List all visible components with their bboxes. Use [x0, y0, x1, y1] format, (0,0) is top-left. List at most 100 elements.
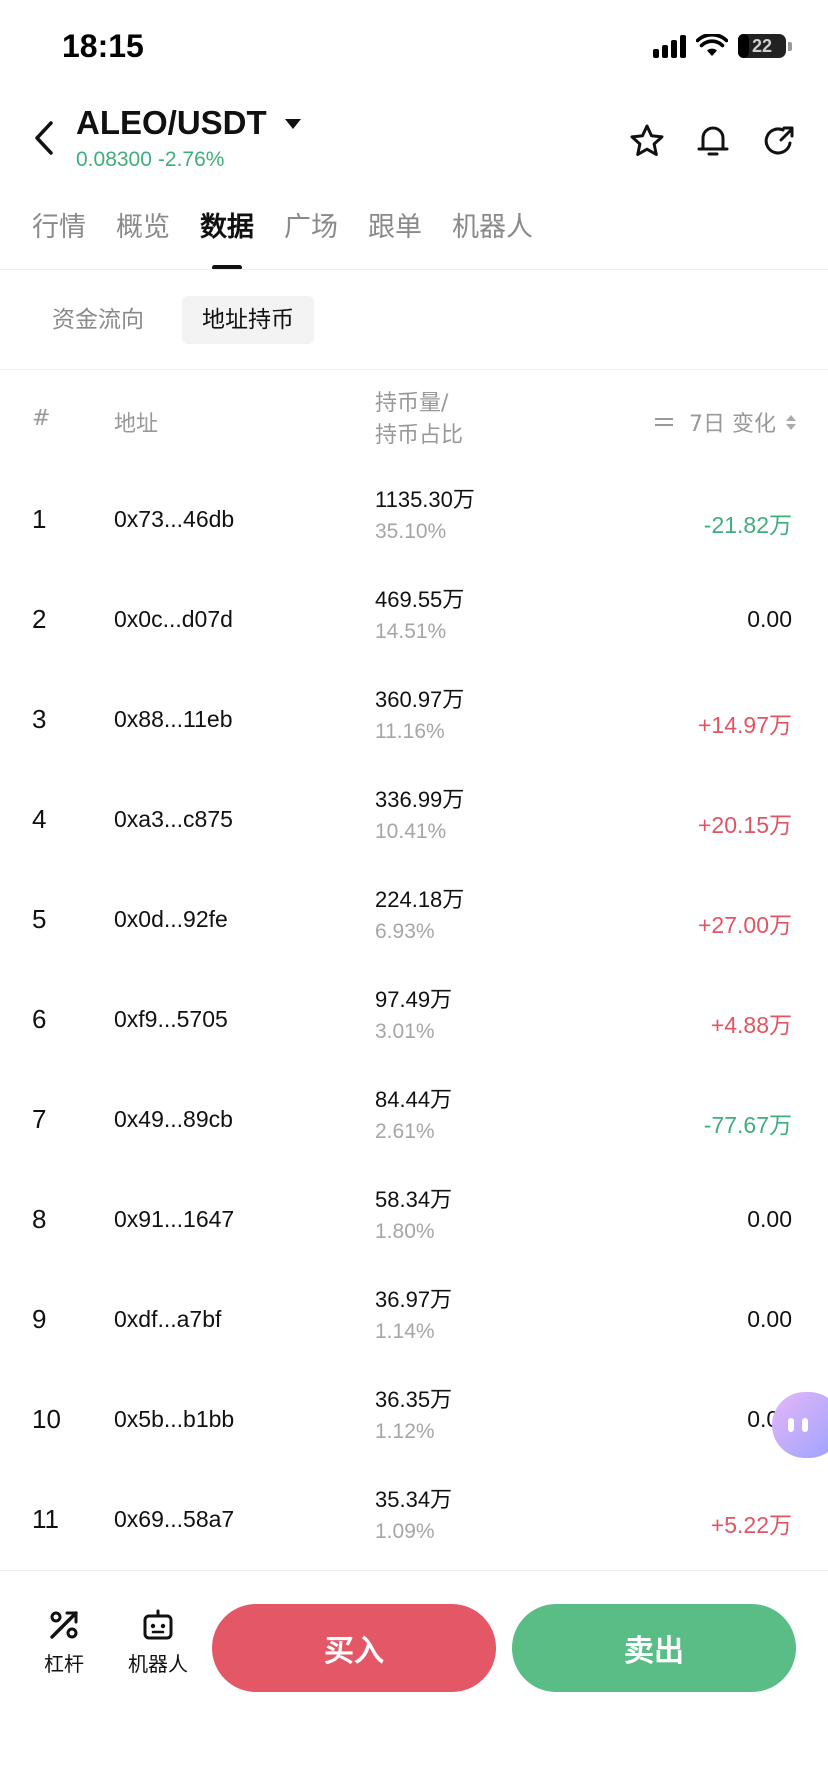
sub-tabs: 资金流向 地址持币 [32, 296, 314, 344]
robot-button[interactable]: 机器人 [128, 1608, 188, 1677]
cellular-signal-icon [653, 34, 686, 58]
table-row[interactable]: 4 0xa3...c875 336.99万 10.41% +20.15万 [0, 774, 828, 874]
share-icon [764, 126, 794, 155]
table-row[interactable]: 1 0x73...46db 1135.30万 35.10% -21.82万 [0, 474, 828, 574]
table-row[interactable]: 10 0x5b...b1bb 36.35万 1.12% 0.00 [0, 1374, 828, 1474]
row-address[interactable]: 0x0d...92fe [114, 906, 228, 932]
row-change: -21.82万 [703, 512, 792, 538]
row-rank: 4 [32, 804, 47, 834]
battery-icon: 22 [738, 34, 786, 58]
row-change: 0.00 [747, 606, 792, 632]
table-row[interactable]: 7 0x49...89cb 84.44万 2.61% -77.67万 [0, 1074, 828, 1174]
tab-bots[interactable]: 机器人 [452, 212, 533, 243]
holders-list: 1 0x73...46db 1135.30万 35.10% -21.82万 2 0x0c..… [0, 474, 828, 1574]
battery-fill [738, 34, 749, 58]
row-address[interactable]: 0x91...1647 [114, 1206, 235, 1232]
pair-name: ALEO/USDT [76, 104, 267, 141]
lever-icon [50, 1611, 78, 1639]
table-row[interactable]: 6 0xf9...5705 97.49万 3.01% +4.88万 [0, 974, 828, 1074]
row-address[interactable]: 0x0c...d07d [114, 606, 233, 632]
row-percent: 14.51% [375, 620, 447, 643]
pair-selector[interactable]: ALEO/USDT 0.08300 -2.76% [76, 104, 301, 172]
table-row[interactable]: 5 0x0d...92fe 224.18万 6.93% +27.00万 [0, 874, 828, 974]
row-percent: 10.41% [375, 820, 447, 843]
row-rank: 10 [32, 1404, 61, 1434]
column-change-sort[interactable]: 7日 变化 [655, 406, 796, 438]
row-amount: 1135.30万 [375, 487, 475, 512]
row-amount: 58.34万 [375, 1187, 453, 1212]
column-rank: # [32, 406, 51, 431]
divider [0, 369, 828, 370]
robot-label: 机器人 [128, 1652, 188, 1676]
tab-square[interactable]: 广场 [284, 212, 338, 243]
divider [0, 1570, 828, 1571]
back-button[interactable] [26, 118, 62, 158]
row-rank: 11 [32, 1504, 59, 1534]
main-tabs: 行情 概览 数据 广场 跟单 机器人 [32, 200, 533, 270]
row-amount: 224.18万 [375, 887, 465, 912]
tab-market[interactable]: 行情 [32, 212, 86, 243]
column-holdings: 持币量/ 持币占比 [375, 388, 463, 452]
row-address[interactable]: 0x5b...b1bb [114, 1406, 235, 1432]
pair-price: 0.08300 [76, 148, 152, 171]
header-actions [628, 122, 798, 160]
row-amount: 36.97万 [375, 1287, 453, 1312]
star-icon [630, 124, 664, 156]
row-amount: 469.55万 [375, 587, 465, 612]
tab-overview[interactable]: 概览 [116, 212, 170, 243]
share-button[interactable] [760, 122, 798, 160]
row-address[interactable]: 0x73...46db [114, 506, 235, 532]
assistant-button[interactable] [772, 1392, 828, 1458]
favorite-button[interactable] [628, 122, 666, 160]
row-percent: 1.09% [375, 1520, 435, 1543]
row-change: 0.00 [747, 1206, 792, 1232]
row-change: -77.67万 [703, 1112, 792, 1138]
row-change: 0.00 [747, 1306, 792, 1332]
bottom-action-bar: 杠杆 机器人 买入 卖出 [0, 1590, 828, 1692]
row-amount: 97.49万 [375, 987, 453, 1012]
subtab-fund-flow[interactable]: 资金流向 [52, 307, 144, 333]
row-percent: 35.10% [375, 520, 447, 543]
pair-header: ALEO/USDT 0.08300 -2.76% [0, 100, 828, 180]
row-amount: 84.44万 [375, 1087, 453, 1112]
row-percent: 2.61% [375, 1120, 435, 1143]
row-address[interactable]: 0x69...58a7 [114, 1506, 235, 1532]
buy-button[interactable]: 买入 [212, 1604, 496, 1692]
alert-button[interactable] [694, 122, 732, 160]
column-holdings-line2: 持币占比 [375, 423, 464, 448]
table-row[interactable]: 8 0x91...1647 58.34万 1.80% 0.00 [0, 1174, 828, 1274]
subtab-address-holdings[interactable]: 地址持币 [182, 296, 314, 344]
row-address[interactable]: 0xf9...5705 [114, 1006, 228, 1032]
row-percent: 1.14% [375, 1320, 435, 1343]
table-row[interactable]: 9 0xdf...a7bf 36.97万 1.14% 0.00 [0, 1274, 828, 1374]
row-percent: 3.01% [375, 1020, 435, 1043]
row-change: +20.15万 [698, 812, 792, 838]
swap-icon[interactable] [655, 418, 673, 426]
status-bar: 18:15 22 [0, 0, 828, 100]
table-row[interactable]: 3 0x88...11eb 360.97万 11.16% +14.97万 [0, 674, 828, 774]
row-address[interactable]: 0x88...11eb [114, 706, 233, 732]
table-header: # 地址 持币量/ 持币占比 7日 变化 [0, 384, 828, 464]
row-amount: 35.34万 [375, 1487, 453, 1512]
row-rank: 9 [32, 1304, 47, 1334]
row-amount: 36.35万 [375, 1387, 453, 1412]
lever-button[interactable]: 杠杆 [44, 1608, 84, 1677]
sell-button[interactable]: 卖出 [512, 1604, 796, 1692]
row-percent: 1.12% [375, 1420, 435, 1443]
row-amount: 360.97万 [375, 687, 465, 712]
row-percent: 11.16% [375, 720, 445, 743]
row-address[interactable]: 0x49...89cb [114, 1106, 233, 1132]
row-percent: 6.93% [375, 920, 435, 943]
table-row[interactable]: 2 0x0c...d07d 469.55万 14.51% 0.00 [0, 574, 828, 674]
table-row[interactable]: 11 0x69...58a7 35.34万 1.09% +5.22万 [0, 1474, 828, 1574]
robot-icon [143, 1609, 173, 1640]
row-address[interactable]: 0xa3...c875 [114, 806, 233, 832]
row-address[interactable]: 0xdf...a7bf [114, 1306, 222, 1332]
pair-change: -2.76% [157, 148, 225, 171]
back-arrow-icon [35, 121, 53, 155]
row-rank: 6 [32, 1004, 47, 1034]
tab-copy-trading[interactable]: 跟单 [368, 212, 422, 243]
row-rank: 1 [32, 504, 47, 534]
tab-data[interactable]: 数据 [200, 200, 254, 270]
row-percent: 1.80% [375, 1220, 435, 1243]
